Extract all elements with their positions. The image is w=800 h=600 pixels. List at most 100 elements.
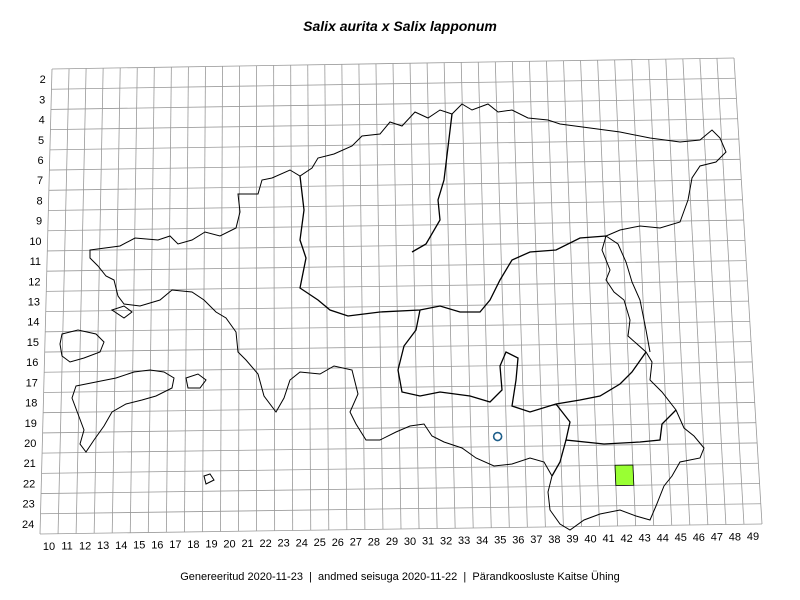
row-label: 12	[28, 276, 40, 288]
footer-publisher: Pärandkoosluste Kaitse Ühing	[472, 571, 620, 583]
county-borders	[299, 113, 677, 477]
grid-line-vertical	[716, 58, 745, 525]
column-label: 23	[278, 538, 290, 550]
column-label: 13	[97, 540, 109, 552]
column-label: 18	[187, 539, 199, 551]
grid-line-horizontal	[45, 300, 749, 313]
grid-line-horizontal	[42, 422, 756, 434]
row-label: 19	[25, 418, 37, 430]
grid-line-vertical	[409, 63, 420, 529]
grid-line-horizontal	[49, 138, 739, 151]
footer-data-state: andmed seisuga 2020-11-22	[318, 571, 458, 583]
column-label: 30	[404, 536, 416, 548]
grid-line-vertical	[129, 67, 138, 533]
grid-line-vertical	[290, 65, 294, 531]
column-label: 33	[458, 535, 470, 547]
grid-line-vertical	[443, 62, 456, 529]
grid-line-horizontal	[48, 199, 743, 211]
county-border	[555, 403, 677, 445]
column-label: 35	[494, 535, 506, 547]
grid-line-horizontal	[47, 219, 744, 232]
grid-lines	[39, 57, 763, 535]
grid-line-vertical	[631, 59, 655, 526]
grid-line-horizontal	[39, 523, 763, 535]
row-label: 11	[30, 256, 41, 268]
grid-line-vertical	[665, 59, 691, 526]
grid-line-vertical	[358, 64, 366, 530]
row-label: 24	[22, 519, 34, 531]
row-label: 16	[26, 357, 38, 369]
row-label: 22	[23, 478, 35, 490]
grid-line-vertical	[39, 68, 53, 535]
grid-line-vertical	[648, 59, 673, 526]
column-label: 40	[584, 533, 596, 545]
grid-line-horizontal	[42, 442, 758, 454]
county-border	[551, 439, 567, 477]
column-label: 47	[711, 532, 723, 544]
county-border	[299, 175, 607, 317]
column-label: 44	[657, 532, 669, 544]
grid-line-vertical	[392, 63, 402, 530]
footer: Genereeritud 2020-11-23 | andmed seisuga…	[0, 571, 800, 583]
grid-line-vertical	[733, 57, 763, 525]
row-label: 9	[36, 216, 42, 228]
grid-line-vertical	[529, 61, 546, 528]
column-label: 37	[530, 534, 542, 546]
lake-peipus	[605, 235, 651, 353]
row-label: 8	[36, 195, 42, 207]
column-label: 27	[350, 537, 362, 549]
column-label: 15	[133, 540, 145, 552]
column-label: 22	[260, 538, 272, 550]
grid-line-vertical	[341, 64, 348, 530]
row-label: 17	[26, 377, 38, 389]
row-label: 7	[37, 175, 43, 187]
column-label: 41	[602, 533, 614, 545]
grid-line-vertical	[111, 67, 121, 534]
grid-line-vertical	[494, 61, 510, 528]
column-label: 43	[639, 533, 651, 545]
grid-line-horizontal	[50, 118, 738, 131]
grid-line-vertical	[460, 62, 474, 529]
column-label: 31	[422, 536, 434, 548]
column-label: 39	[566, 534, 578, 546]
column-label: 38	[548, 534, 560, 546]
grid-line-horizontal	[50, 98, 737, 110]
country-outline	[59, 103, 727, 531]
row-label: 21	[24, 458, 36, 470]
grid-line-vertical	[184, 66, 189, 533]
grid-line-horizontal	[43, 402, 755, 414]
row-label: 5	[38, 135, 44, 147]
column-label: 32	[440, 535, 452, 547]
grid-line-vertical	[57, 68, 70, 534]
column-label: 28	[368, 536, 380, 548]
column-label: 29	[386, 536, 398, 548]
grid-line-horizontal	[45, 320, 750, 333]
column-label: 11	[61, 541, 72, 553]
grid-line-vertical	[165, 67, 172, 533]
grid-line-horizontal	[43, 381, 754, 393]
grid-line-vertical	[220, 66, 223, 532]
grid-line-horizontal	[49, 158, 741, 171]
island-muhu	[185, 373, 207, 389]
column-label: 34	[476, 535, 488, 547]
row-label: 18	[25, 398, 37, 410]
footer-generated: Genereeritud 2020-11-23	[180, 571, 303, 583]
grid-line-horizontal	[51, 77, 736, 90]
grid-line-vertical	[202, 66, 206, 532]
island-hiiumaa	[59, 329, 105, 363]
grid-line-horizontal	[46, 280, 748, 292]
row-label: 20	[24, 438, 36, 450]
observation-square	[614, 464, 635, 486]
grid-line-vertical	[93, 68, 104, 534]
grid-line-horizontal	[44, 341, 752, 353]
grid-line-vertical	[324, 64, 330, 531]
column-label: 19	[205, 539, 217, 551]
column-label: 17	[169, 539, 181, 551]
column-label: 46	[693, 532, 705, 544]
island-saaremaa	[71, 369, 175, 453]
grid-line-vertical	[580, 60, 600, 527]
grid-line-vertical	[563, 60, 582, 527]
grid-line-horizontal	[41, 462, 759, 474]
column-label: 48	[729, 531, 741, 543]
